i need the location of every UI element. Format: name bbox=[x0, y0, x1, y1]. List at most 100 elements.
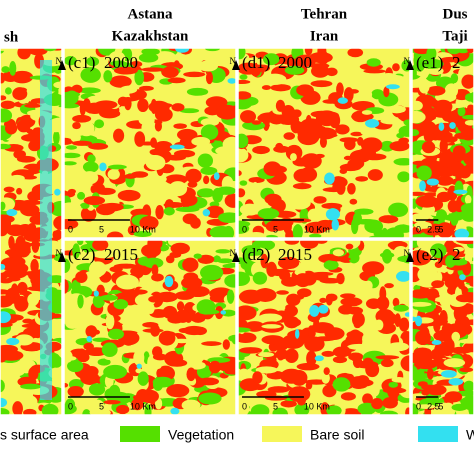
land-cover-patch bbox=[270, 84, 291, 92]
land-cover-patch bbox=[9, 174, 25, 183]
land-cover-patch bbox=[139, 102, 148, 112]
water-patch bbox=[365, 119, 380, 128]
land-cover-patch bbox=[284, 65, 305, 75]
land-cover-patch bbox=[371, 397, 384, 410]
land-cover-patch bbox=[332, 249, 345, 257]
land-cover-patch bbox=[83, 196, 106, 206]
land-cover-patch bbox=[137, 371, 149, 386]
land-cover-patch bbox=[307, 208, 321, 222]
land-cover-patch bbox=[64, 219, 79, 230]
legend-swatch bbox=[120, 426, 160, 442]
land-cover-patch bbox=[91, 223, 113, 238]
land-cover-patch bbox=[418, 79, 430, 94]
land-cover-patch bbox=[49, 54, 62, 60]
panel-year: 2015 bbox=[278, 245, 312, 264]
land-cover-patch bbox=[100, 294, 118, 301]
north-arrow: N bbox=[230, 248, 237, 258]
panel-year: 2000 bbox=[278, 53, 312, 72]
land-cover-patch bbox=[0, 95, 7, 101]
north-arrow: N bbox=[56, 248, 63, 258]
land-cover-patch bbox=[238, 170, 242, 177]
land-cover-patch bbox=[452, 145, 466, 159]
land-cover-patch bbox=[325, 67, 338, 77]
land-cover-patch bbox=[304, 336, 325, 352]
land-cover-patch bbox=[392, 63, 400, 72]
land-cover-patch bbox=[238, 401, 250, 415]
land-cover-patch bbox=[238, 79, 251, 85]
land-cover-patch bbox=[107, 168, 120, 180]
land-cover-patch bbox=[27, 222, 37, 233]
land-cover-patch bbox=[1, 66, 10, 73]
water-patch bbox=[295, 328, 300, 339]
water-patch bbox=[99, 162, 107, 172]
land-cover-patch bbox=[157, 175, 167, 183]
north-arrow-shape bbox=[406, 252, 414, 262]
land-cover-patch bbox=[182, 257, 199, 272]
column-header: Tehran bbox=[301, 6, 348, 22]
land-cover-patch bbox=[403, 119, 410, 126]
land-cover-patch bbox=[315, 240, 328, 244]
land-cover-patch bbox=[133, 230, 152, 238]
panel-year: 2 bbox=[452, 245, 461, 264]
land-cover-patch bbox=[28, 48, 48, 56]
land-cover-patch bbox=[118, 97, 139, 102]
land-cover-patch bbox=[350, 131, 363, 137]
land-cover-patch bbox=[220, 153, 227, 167]
land-cover-patch bbox=[53, 130, 60, 146]
water-patch bbox=[318, 304, 329, 314]
land-cover-patch bbox=[153, 90, 176, 101]
land-cover-patch bbox=[319, 297, 327, 303]
land-cover-patch bbox=[187, 361, 206, 370]
land-cover-patch bbox=[457, 106, 466, 117]
land-cover-patch bbox=[185, 168, 202, 184]
land-cover-patch bbox=[207, 357, 231, 363]
land-cover-patch bbox=[200, 118, 219, 127]
land-cover-patch bbox=[84, 270, 103, 279]
land-cover-patch bbox=[109, 266, 123, 273]
land-cover-patch bbox=[317, 48, 327, 59]
land-cover-patch bbox=[222, 225, 235, 238]
panel-border bbox=[237, 47, 411, 239]
legend-label: Wat bbox=[466, 427, 474, 443]
land-cover-patch bbox=[64, 383, 69, 388]
land-cover-patch bbox=[347, 343, 371, 350]
land-cover-patch bbox=[246, 231, 267, 238]
land-cover-patch bbox=[296, 288, 312, 298]
land-cover-patch bbox=[347, 48, 364, 58]
water-patch bbox=[426, 178, 439, 186]
land-cover-patch bbox=[459, 367, 474, 373]
land-cover-patch bbox=[176, 301, 185, 312]
land-cover-patch bbox=[465, 93, 474, 102]
land-cover-patch bbox=[65, 145, 78, 150]
land-cover-patch bbox=[224, 369, 236, 375]
land-cover-patch bbox=[462, 114, 474, 120]
land-cover-patch bbox=[299, 167, 318, 182]
land-cover-patch bbox=[436, 209, 448, 222]
land-cover-patch bbox=[257, 113, 278, 123]
land-cover-patch bbox=[430, 348, 445, 361]
land-cover-patch bbox=[310, 110, 333, 118]
land-cover-patch bbox=[347, 158, 365, 170]
land-cover-patch bbox=[67, 188, 76, 194]
scale-label: 5 bbox=[438, 401, 443, 411]
land-cover-patch bbox=[364, 219, 384, 234]
land-cover-patch bbox=[166, 384, 190, 398]
land-cover-patch bbox=[198, 60, 219, 72]
land-cover-patch bbox=[384, 283, 394, 289]
land-cover-patch bbox=[77, 352, 90, 363]
land-cover-patch bbox=[252, 145, 270, 155]
water-patch bbox=[86, 335, 93, 342]
land-cover-patch bbox=[311, 64, 330, 78]
land-cover-patch bbox=[416, 404, 436, 409]
land-cover-patch bbox=[310, 80, 333, 88]
land-cover-patch bbox=[88, 143, 109, 150]
land-cover-patch bbox=[434, 402, 453, 415]
land-cover-patch bbox=[238, 332, 257, 344]
land-cover-patch bbox=[183, 71, 206, 78]
land-cover-patch bbox=[224, 274, 236, 288]
land-cover-patch bbox=[205, 205, 224, 219]
land-cover-patch bbox=[103, 399, 121, 405]
land-cover-patch bbox=[24, 103, 42, 108]
land-cover-patch bbox=[80, 371, 100, 385]
land-cover-patch bbox=[453, 246, 465, 252]
